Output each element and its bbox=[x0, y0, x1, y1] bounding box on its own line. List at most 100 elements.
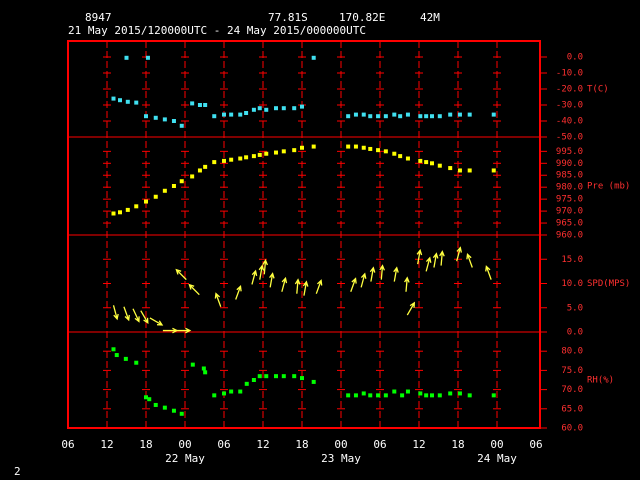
data-point bbox=[292, 374, 297, 379]
x-tick-label: 18 bbox=[295, 438, 308, 451]
x-tick-label: 06 bbox=[529, 438, 542, 451]
data-point bbox=[244, 155, 249, 160]
data-point bbox=[467, 112, 472, 117]
y-axis-label: Pre (mb) bbox=[587, 182, 630, 192]
data-point bbox=[448, 166, 453, 171]
wind-arrow bbox=[456, 246, 462, 262]
longitude: 170.82E bbox=[339, 11, 385, 24]
wind-arrow bbox=[485, 265, 492, 280]
day-label: 23 May bbox=[321, 452, 361, 465]
data-point bbox=[203, 164, 208, 169]
data-point bbox=[491, 112, 496, 117]
data-point bbox=[134, 204, 139, 209]
data-point bbox=[467, 168, 472, 173]
x-tick-label: 12 bbox=[412, 438, 425, 451]
data-point bbox=[376, 148, 381, 153]
y-tick-label: 975.0 bbox=[556, 195, 583, 205]
wind-arrow bbox=[369, 266, 376, 282]
wind-arrow bbox=[269, 272, 275, 288]
data-point bbox=[346, 144, 351, 149]
data-point bbox=[392, 151, 397, 156]
data-point bbox=[222, 391, 226, 396]
data-point bbox=[238, 389, 243, 394]
data-point bbox=[281, 149, 286, 154]
data-point bbox=[124, 55, 129, 60]
data-point bbox=[437, 163, 442, 168]
wind-arrow bbox=[302, 280, 309, 296]
data-point bbox=[222, 112, 226, 117]
data-point bbox=[274, 150, 278, 155]
data-point bbox=[424, 160, 429, 165]
wind-arrow bbox=[466, 252, 473, 268]
data-point bbox=[197, 103, 202, 107]
data-point bbox=[300, 376, 304, 381]
data-point bbox=[134, 100, 139, 105]
data-point bbox=[125, 207, 130, 212]
data-point bbox=[123, 356, 128, 361]
data-point bbox=[144, 114, 148, 119]
y-tick-label: 0.0 bbox=[567, 328, 583, 338]
data-point bbox=[392, 389, 397, 394]
wind-arrow bbox=[406, 301, 416, 316]
data-point bbox=[118, 210, 122, 215]
x-tick-label: 00 bbox=[334, 438, 347, 451]
y-tick-label: 15.0 bbox=[561, 255, 583, 265]
data-point bbox=[125, 99, 130, 104]
y-tick-label: 965.0 bbox=[556, 219, 583, 229]
wind-arrow bbox=[214, 292, 222, 308]
data-point bbox=[274, 106, 278, 111]
data-point bbox=[118, 98, 122, 103]
y-tick-label: 960.0 bbox=[556, 231, 583, 241]
data-point bbox=[171, 119, 176, 123]
wind-arrow bbox=[379, 264, 385, 280]
y-tick-label: 970.0 bbox=[556, 207, 583, 217]
data-point bbox=[153, 402, 158, 407]
y-tick-label: 70.0 bbox=[561, 385, 583, 395]
x-tick-label: 06 bbox=[61, 438, 74, 451]
data-point bbox=[448, 112, 453, 117]
data-point bbox=[418, 391, 423, 396]
data-point bbox=[251, 154, 256, 159]
data-point bbox=[162, 117, 167, 122]
y-tick-label: 80.0 bbox=[561, 347, 583, 357]
data-point bbox=[361, 391, 366, 396]
data-point bbox=[274, 374, 278, 379]
wind-arrow bbox=[132, 308, 140, 323]
y-tick-label: -40.0 bbox=[556, 117, 583, 127]
x-tick-label: 06 bbox=[373, 438, 386, 451]
y-axis-label: RH(%) bbox=[587, 376, 614, 386]
wind-arrow bbox=[350, 277, 357, 292]
wind-arrow bbox=[188, 283, 200, 296]
data-point bbox=[368, 146, 373, 151]
data-point bbox=[190, 362, 195, 367]
data-point bbox=[361, 112, 366, 117]
data-point bbox=[346, 393, 351, 398]
data-point bbox=[251, 378, 256, 382]
x-tick-label: 00 bbox=[490, 438, 503, 451]
data-point bbox=[281, 374, 286, 379]
data-point bbox=[244, 111, 249, 115]
page-number: 2 bbox=[14, 465, 21, 478]
data-point bbox=[153, 115, 158, 120]
latitude: 77.81S bbox=[268, 11, 308, 24]
data-point bbox=[424, 393, 429, 398]
data-point bbox=[383, 114, 388, 119]
elevation: 42M bbox=[420, 11, 440, 24]
data-point bbox=[491, 393, 496, 398]
data-point bbox=[398, 114, 403, 119]
day-label: 22 May bbox=[165, 452, 205, 465]
x-tick-label: 18 bbox=[139, 438, 152, 451]
data-point bbox=[457, 112, 462, 117]
wind-arrow bbox=[140, 310, 149, 325]
data-point bbox=[144, 395, 148, 400]
y-tick-label: -30.0 bbox=[556, 101, 583, 111]
y-tick-label: 5.0 bbox=[567, 303, 583, 313]
data-point bbox=[212, 114, 217, 119]
data-point bbox=[383, 393, 388, 398]
y-tick-label: 985.0 bbox=[556, 171, 583, 181]
data-point bbox=[162, 405, 167, 410]
data-point bbox=[144, 199, 148, 204]
data-point bbox=[203, 370, 208, 375]
data-point bbox=[179, 179, 184, 184]
